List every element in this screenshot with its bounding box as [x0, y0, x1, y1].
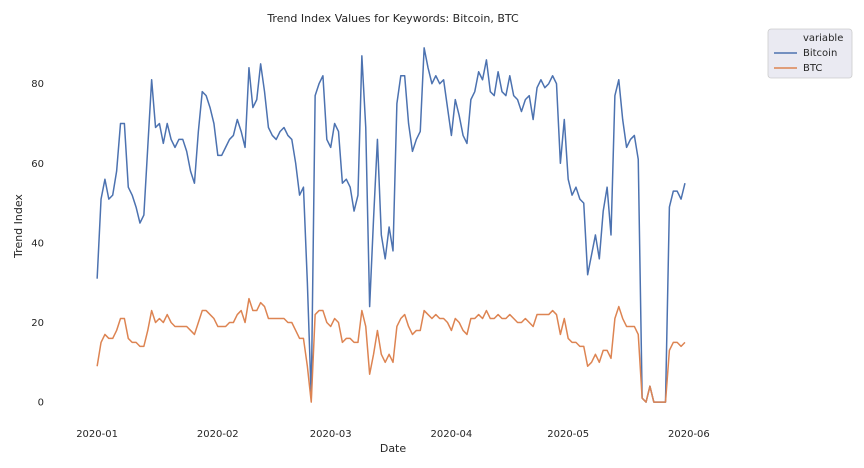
legend-label-btc: BTC	[803, 63, 822, 74]
x-axis-ticks: 2020-01 2020-02 2020-03 2020-04 2020-05 2020-…	[76, 429, 710, 440]
chart-title: Trend Index Values for Keywords: Bitcoin…	[266, 12, 519, 25]
y-tick-label: 60	[31, 159, 44, 170]
x-tick-label: 2020-04	[431, 429, 473, 440]
legend-title: variable	[803, 33, 843, 44]
x-tick-label: 2020-01	[76, 429, 118, 440]
legend-box	[767, 28, 853, 79]
y-tick-label: 20	[31, 318, 44, 329]
series-line-btc	[96, 297, 686, 403]
x-tick-label: 2020-02	[197, 429, 239, 440]
y-tick-label: 80	[31, 79, 44, 90]
y-tick-label: 40	[31, 238, 44, 249]
plot-area	[96, 47, 686, 403]
legend-label-bitcoin: Bitcoin	[803, 48, 837, 59]
x-axis-label: Date	[380, 442, 407, 455]
legend: variable Bitcoin BTC	[767, 28, 853, 79]
y-tick-label: 0	[38, 398, 44, 409]
x-tick-label: 2020-03	[310, 429, 352, 440]
y-axis-label: Trend Index	[12, 194, 25, 259]
y-axis-ticks: 0 20 40 60 80	[31, 79, 44, 408]
series-line-bitcoin	[96, 47, 686, 403]
x-tick-label: 2020-05	[547, 429, 589, 440]
x-tick-label: 2020-06	[668, 429, 710, 440]
